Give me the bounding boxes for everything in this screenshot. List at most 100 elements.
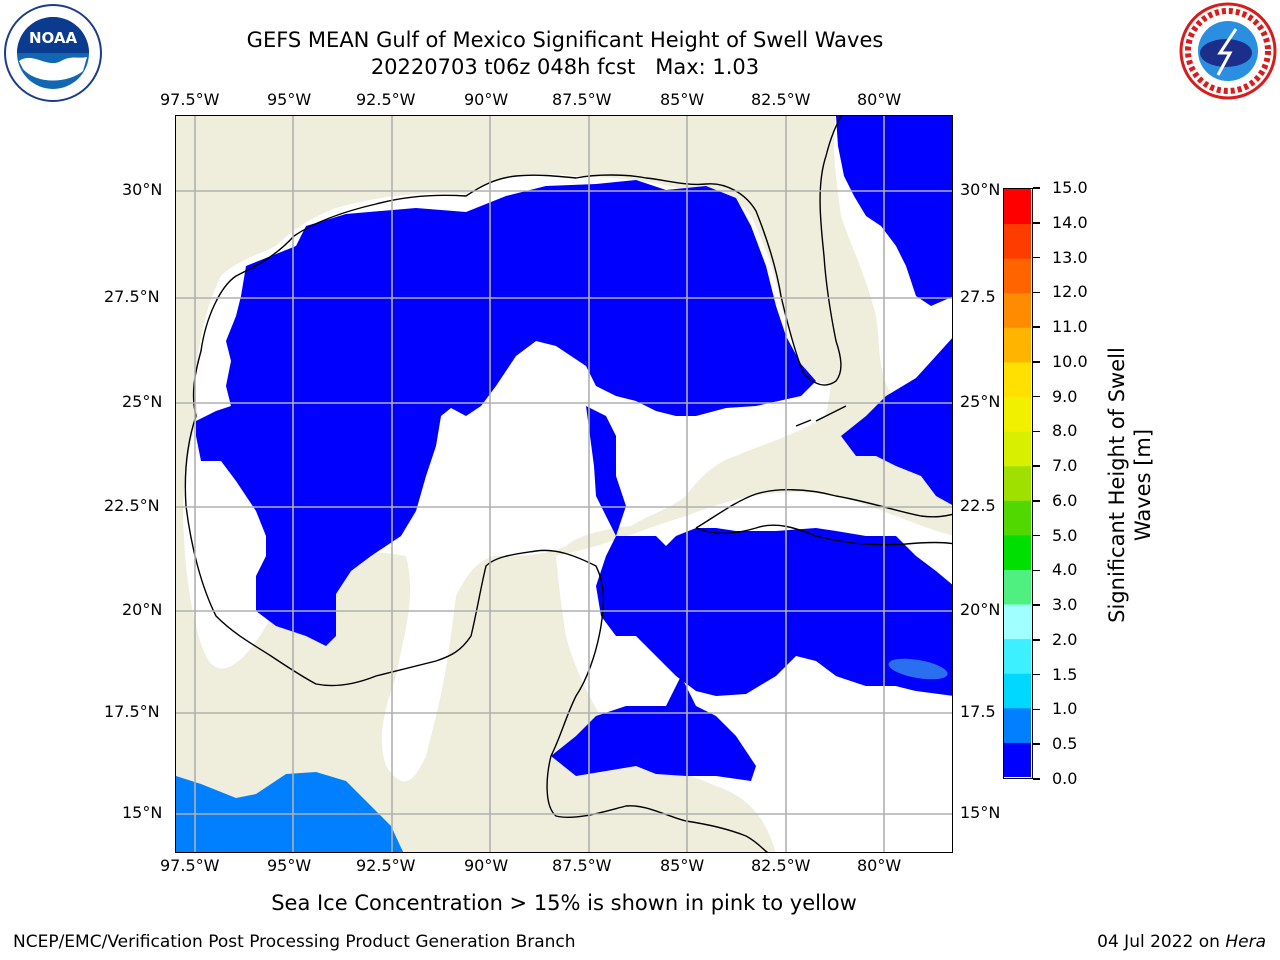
lon-label-bottom: 87.5°W [552, 856, 612, 875]
graticule [176, 116, 952, 852]
swell-0-0.5-caribbean-south [551, 676, 756, 781]
colorbar-bin [1004, 569, 1031, 605]
coastlines [184, 116, 952, 852]
colorbar-tick-mark [1033, 639, 1040, 641]
colorbar-bin [1004, 361, 1031, 398]
colorbar-tick-label: 3.0 [1052, 595, 1078, 615]
credit-date-text: 04 Jul 2022 on [1097, 932, 1220, 952]
colorbar-bin [1004, 673, 1031, 709]
colorbar-tick-label: 0.0 [1052, 769, 1078, 788]
colorbar-tick-label: 12.0 [1052, 282, 1088, 302]
lon-label-top: 92.5°W [356, 90, 416, 109]
colorbar-bin [1004, 638, 1031, 674]
colorbar-bin [1004, 223, 1031, 259]
lat-label-right: 25°N [960, 392, 1001, 411]
colorbar-bin [1004, 500, 1031, 536]
lat-label-right: 27.5 [960, 287, 996, 306]
gulf-of-mexico-map [176, 116, 952, 852]
colorbar-swatches [1004, 189, 1031, 778]
colorbar-tick-mark [1033, 743, 1040, 745]
colorbar-bin [1004, 465, 1031, 501]
colorbar-tick-mark [1033, 430, 1040, 433]
colorbar-tick-label: 2.0 [1052, 629, 1078, 649]
colorbar-tick-label: 10.0 [1052, 351, 1088, 371]
lat-label-right: 17.5 [960, 702, 996, 721]
colorbar-tick-mark [1033, 534, 1040, 537]
colorbar-tick-label: 15.0 [1052, 178, 1088, 197]
colorbar-tick-mark [1033, 708, 1040, 711]
colorbar-tick-mark [1033, 500, 1040, 502]
swell-0-0.5-yucatan-channel [586, 406, 952, 696]
colorbar-tick-label: 7.0 [1052, 456, 1078, 476]
chart-title: GEFS MEAN Gulf of Mexico Significant Hei… [246, 28, 884, 52]
colorbar-tick-label: 5.0 [1052, 525, 1078, 545]
credit-host: Hera [1225, 932, 1266, 952]
national-weather-service-logo-icon [1176, 1, 1280, 101]
colorbar-label-line1: Significant Height of Swell [1105, 347, 1129, 623]
colorbar-tick-label: 13.0 [1052, 247, 1088, 267]
colorbar-tick-mark [1033, 604, 1040, 606]
colorbar-label: Significant Height of Swell Waves [m] [1104, 325, 1156, 645]
lat-label-left: 17.5°N [104, 702, 160, 721]
colorbar-bin [1004, 292, 1031, 328]
coastline-florida-keys [795, 405, 847, 427]
swell-0-0.5-gulf-north [196, 180, 816, 646]
noaa-logo-icon: NOAA [3, 3, 103, 103]
swell-0.5-1.0-pacific [176, 772, 404, 852]
lon-label-bottom: 97.5°W [160, 856, 220, 875]
coastline-cuba [695, 489, 952, 529]
colorbar-bin [1004, 534, 1031, 570]
colorbar-tick-mark [1033, 569, 1040, 572]
colorbar-tick-label: 14.0 [1052, 212, 1088, 232]
lon-label-top: 80°W [857, 90, 902, 109]
lat-label-right: 22.5 [960, 496, 996, 515]
lat-label-left: 27.5°N [104, 287, 160, 306]
colorbar-tick-mark [1033, 326, 1040, 328]
colorbar-tick-label: 8.0 [1052, 421, 1078, 441]
lon-label-top: 87.5°W [552, 90, 612, 109]
colorbar-tick-mark [1033, 778, 1040, 780]
lat-label-right: 30°N [960, 180, 1001, 199]
chart-subtitle: 20220703 t06z 048h fcst Max: 1.03 [370, 55, 760, 79]
lon-label-top: 82.5°W [751, 90, 811, 109]
lon-label-top: 90°W [464, 90, 509, 109]
swell-0-0.5-bahamas [841, 338, 952, 505]
swell-0.5-1.0-caribbean-patch [888, 658, 948, 680]
colorbar-bin [1004, 396, 1031, 432]
lon-label-top: 97.5°W [160, 90, 220, 109]
lon-label-bottom: 85°W [660, 856, 705, 875]
lon-label-bottom: 82.5°W [751, 856, 811, 875]
sea-ice-note: Sea Ice Concentration > 15% is shown in … [271, 891, 857, 915]
colorbar-bin [1004, 327, 1031, 363]
colorbar-tick-mark [1033, 256, 1040, 259]
colorbar-tick-label: 0.5 [1052, 734, 1078, 754]
colorbar-tick-label: 11.0 [1052, 317, 1088, 337]
colorbar-tick-mark [1033, 291, 1040, 294]
colorbar-bin [1004, 258, 1031, 294]
colorbar-tick-label: 1.0 [1052, 699, 1078, 719]
lat-label-left: 25°N [122, 392, 163, 411]
lat-label-left: 20°N [122, 600, 163, 619]
svg-text:NOAA: NOAA [29, 29, 78, 47]
lat-label-left: 15°N [122, 803, 163, 822]
lon-label-bottom: 95°W [267, 856, 312, 875]
colorbar-tick-label: 1.5 [1052, 664, 1078, 684]
lon-label-top: 95°W [267, 90, 312, 109]
colorbar-bin [1004, 431, 1031, 467]
lon-label-top: 85°W [660, 90, 705, 109]
colorbar-tick-label: 9.0 [1052, 386, 1078, 406]
coastline-cuba-south [695, 524, 952, 546]
colorbar-tick-mark [1033, 395, 1040, 398]
colorbar [1003, 188, 1033, 779]
lon-label-bottom: 90°W [464, 856, 509, 875]
lat-label-right: 15°N [960, 803, 1001, 822]
map-plot-area [175, 115, 953, 853]
coastline-mexico [184, 415, 768, 852]
colorbar-tick-mark [1033, 361, 1040, 363]
lat-label-left: 30°N [122, 180, 163, 199]
swell-0-0.5-atlantic [836, 116, 952, 306]
lat-label-left: 22.5°N [104, 496, 160, 515]
lon-label-bottom: 92.5°W [356, 856, 416, 875]
colorbar-tick-label: 6.0 [1052, 490, 1078, 510]
colorbar-tick-mark [1033, 465, 1040, 467]
